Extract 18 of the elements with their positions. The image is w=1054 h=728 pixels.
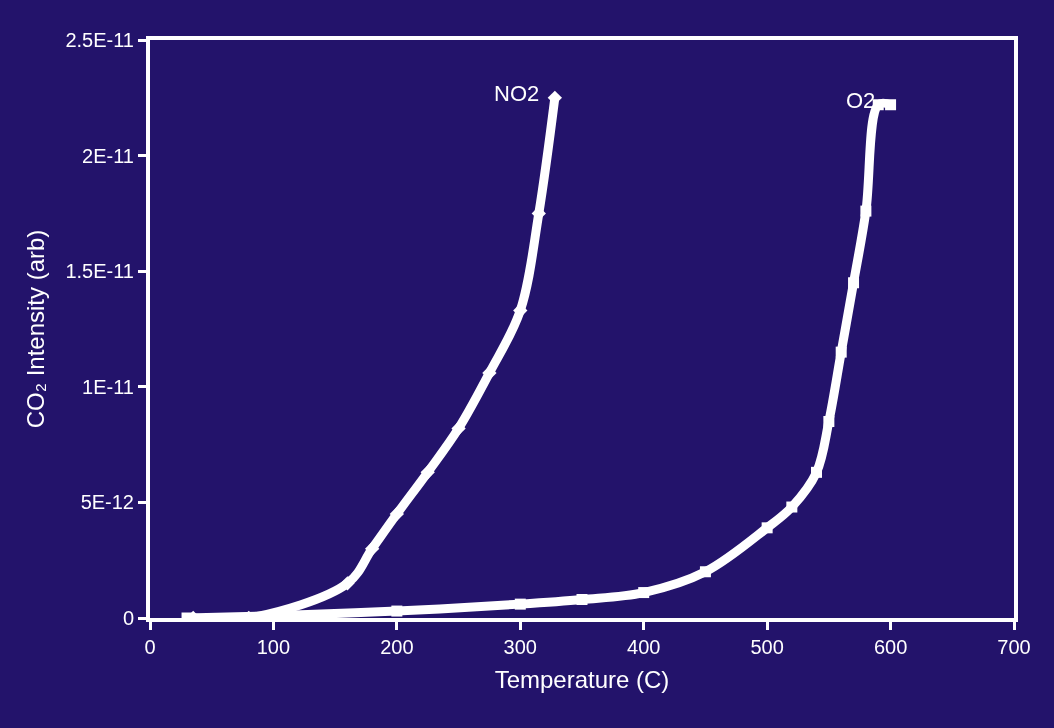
y-tick-label: 2.5E-11 <box>65 29 134 51</box>
x-tick-label: 0 <box>144 636 156 658</box>
x-tick-label: 700 <box>997 636 1031 658</box>
x-tick-label: 200 <box>380 636 414 658</box>
x-tick-label: 100 <box>256 636 291 658</box>
x-tick-label: 600 <box>873 636 908 658</box>
y-tick-label: 5E-12 <box>80 491 134 514</box>
series-label: NO2 <box>494 81 540 106</box>
y-tick-label: 1.5E-11 <box>65 260 134 283</box>
y-tick-label: 2E-11 <box>82 144 134 167</box>
y-axis-title: CO₂ Intensity (arb) <box>22 229 50 429</box>
y-tick-label: 1E-11 <box>82 375 134 398</box>
x-tick-label: 400 <box>627 636 661 658</box>
x-axis-title: Temperature (C) <box>494 665 670 693</box>
series-label: O2 <box>846 88 876 113</box>
x-tick-label: 500 <box>750 636 784 658</box>
y-tick-label: 0 <box>122 607 134 629</box>
x-tick-label: 300 <box>503 636 537 658</box>
